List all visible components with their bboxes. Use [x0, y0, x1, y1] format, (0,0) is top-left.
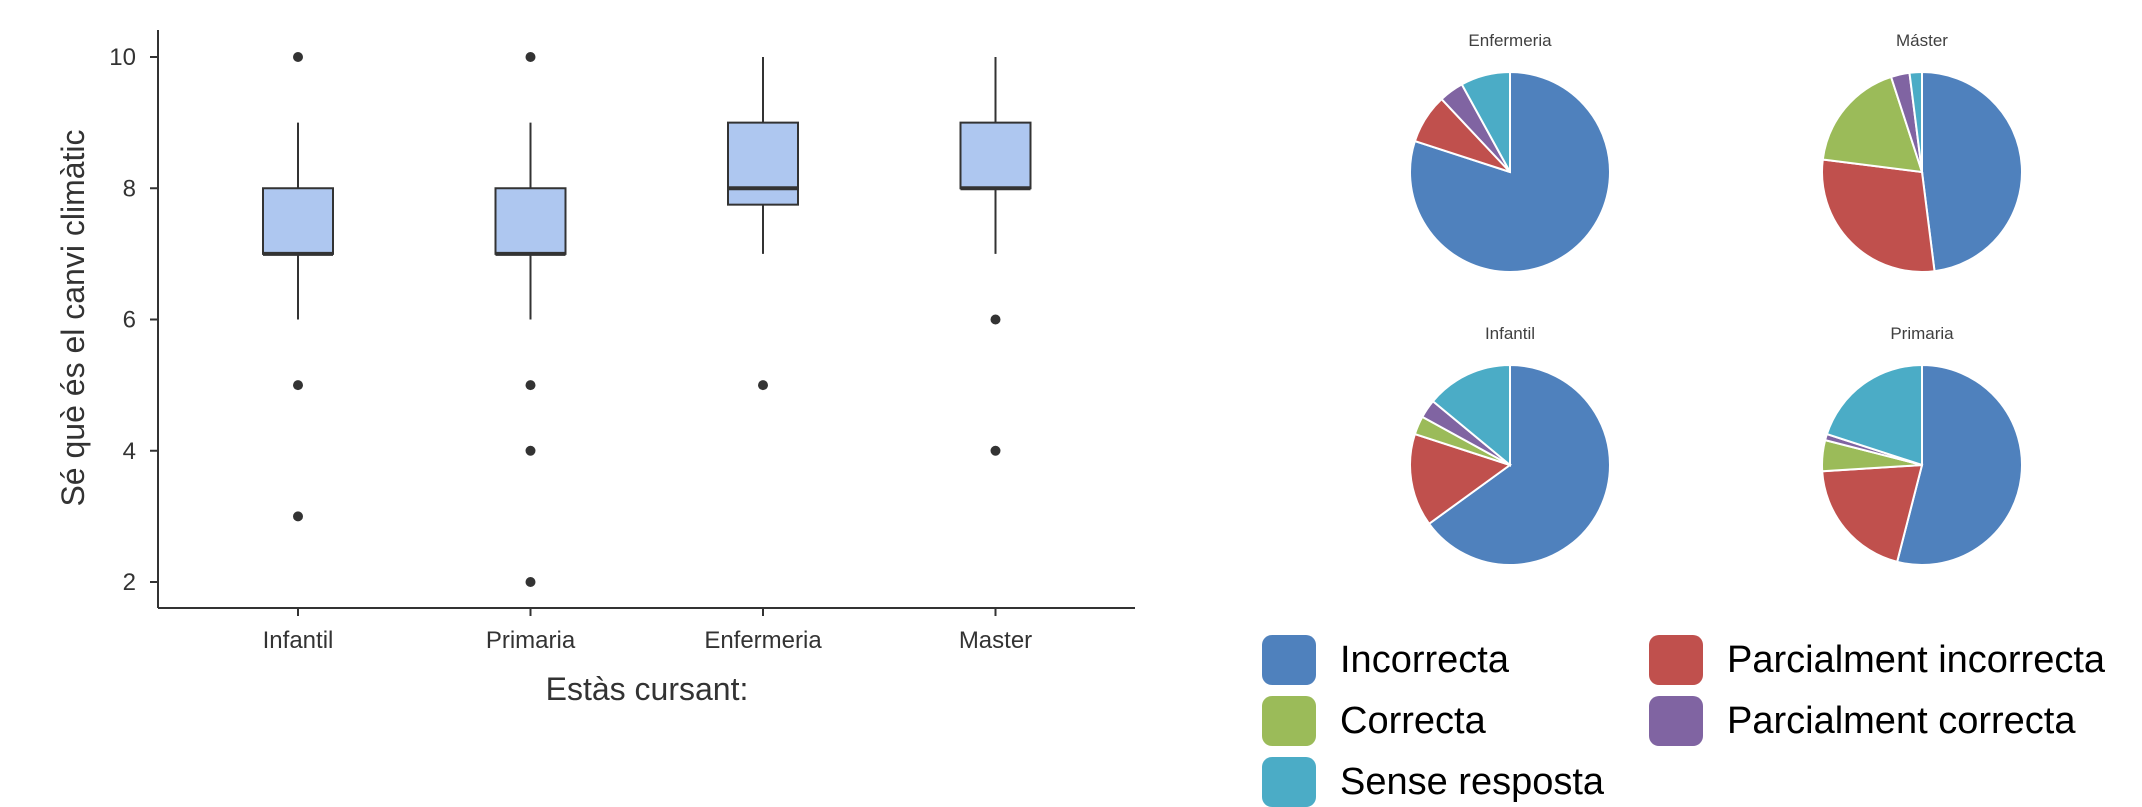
outlier-point	[293, 511, 303, 522]
legend-swatch	[1262, 635, 1316, 685]
legend-label: Incorrecta	[1340, 638, 1509, 681]
x-ticks: Infantil Primaria Enfermeria Master	[263, 608, 1032, 654]
pie-slice-parcialment-incorrecta	[1821, 463, 1924, 564]
pie-enfermeria: Enfermeria	[1409, 31, 1611, 273]
box-master	[959, 57, 1032, 456]
outlier-point	[758, 380, 768, 391]
box-infantil	[262, 52, 334, 522]
legend-swatch	[1649, 635, 1703, 685]
pie-slice-incorrecta	[1895, 363, 2023, 566]
legend-label: Parcialment correcta	[1727, 699, 2076, 742]
y-axis-title: Sé què és el canvi climàtic	[55, 129, 91, 506]
legend: Incorrecta Parcialment incorrecta Correc…	[1262, 630, 2142, 807]
outlier-point	[525, 380, 536, 391]
legend-item-incorrecta: Incorrecta	[1262, 635, 1509, 685]
outlier-point	[525, 445, 536, 456]
x-tick-label: Infantil	[263, 627, 334, 654]
y-tick-label: 2	[123, 569, 136, 596]
iqr-box	[959, 121, 1032, 190]
outlier-point	[293, 380, 303, 391]
x-axis-title: Estàs cursant:	[546, 671, 749, 707]
pie-slice-sense-resposta	[1825, 363, 1923, 467]
y-tick-label: 6	[123, 307, 136, 334]
iqr-box	[727, 121, 799, 206]
box-enfermeria	[727, 57, 799, 391]
pie-slice-incorrecta	[1921, 70, 2023, 273]
outlier-point	[990, 445, 1001, 456]
pie-slice-sense-resposta	[1908, 70, 1923, 173]
outlier-point	[293, 52, 303, 62]
boxes	[262, 52, 1032, 587]
legend-item-sense-resposta: Sense resposta	[1262, 757, 1604, 807]
pie-slice-sense-resposta	[1431, 363, 1511, 468]
legend-label: Correcta	[1340, 699, 1486, 742]
legend-swatch	[1262, 757, 1316, 807]
legend-label: Sense resposta	[1340, 760, 1605, 803]
y-ticks: 2 4 6 8 10	[109, 44, 158, 596]
y-tick-label: 4	[123, 438, 136, 465]
pie-title: Infantil	[1485, 324, 1535, 343]
legend-swatch	[1262, 696, 1316, 746]
legend-item-parcialment-correcta: Parcialment correcta	[1649, 696, 2075, 746]
pie-slice-parcialment-incorrecta	[1408, 432, 1513, 526]
y-tick-label: 10	[109, 44, 136, 71]
pie-slice-parcialment-incorrecta	[1821, 158, 1936, 273]
pie-slice-incorrecta	[1427, 363, 1611, 566]
x-tick-label: Master	[959, 627, 1032, 654]
pie-charts: Enfermeria Máster Infantil Primaria	[1408, 31, 2023, 566]
pie-mster: Máster	[1821, 31, 2023, 273]
pie-slice-sense-resposta	[1460, 70, 1511, 173]
iqr-box	[494, 187, 567, 255]
pie-primaria: Primaria	[1821, 324, 2023, 566]
outlier-point	[525, 577, 536, 587]
outlier-point	[525, 52, 536, 62]
box-primaria	[494, 52, 567, 587]
pie-title: Enfermeria	[1468, 31, 1552, 50]
x-tick-label: Primaria	[486, 627, 576, 654]
legend-item-correcta: Correcta	[1262, 696, 1486, 746]
y-tick-label: 8	[123, 175, 136, 202]
pie-slice-correcta	[1821, 75, 1924, 174]
pie-infantil: Infantil	[1408, 324, 1611, 566]
legend-label: Parcialment incorrecta	[1727, 638, 2106, 681]
legend-item-parcialment-incorrecta: Parcialment incorrecta	[1649, 635, 2105, 685]
outlier-point	[990, 314, 1001, 325]
pie-title: Primaria	[1890, 324, 1954, 343]
iqr-box	[262, 187, 334, 255]
pie-title: Máster	[1896, 31, 1948, 50]
legend-swatch	[1649, 696, 1703, 746]
x-tick-label: Enfermeria	[704, 627, 822, 654]
